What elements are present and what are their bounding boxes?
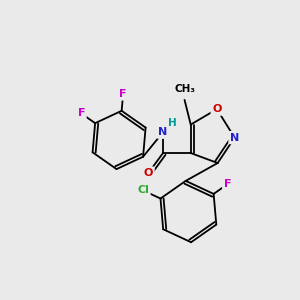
Text: F: F [224,179,231,189]
Text: O: O [144,168,153,178]
Text: H: H [168,118,177,128]
Text: N: N [230,133,239,142]
Text: N: N [158,127,168,137]
Text: CH₃: CH₃ [174,84,195,94]
Text: O: O [212,104,222,114]
Text: Cl: Cl [137,185,149,195]
Text: F: F [77,109,85,118]
Text: F: F [119,89,127,99]
